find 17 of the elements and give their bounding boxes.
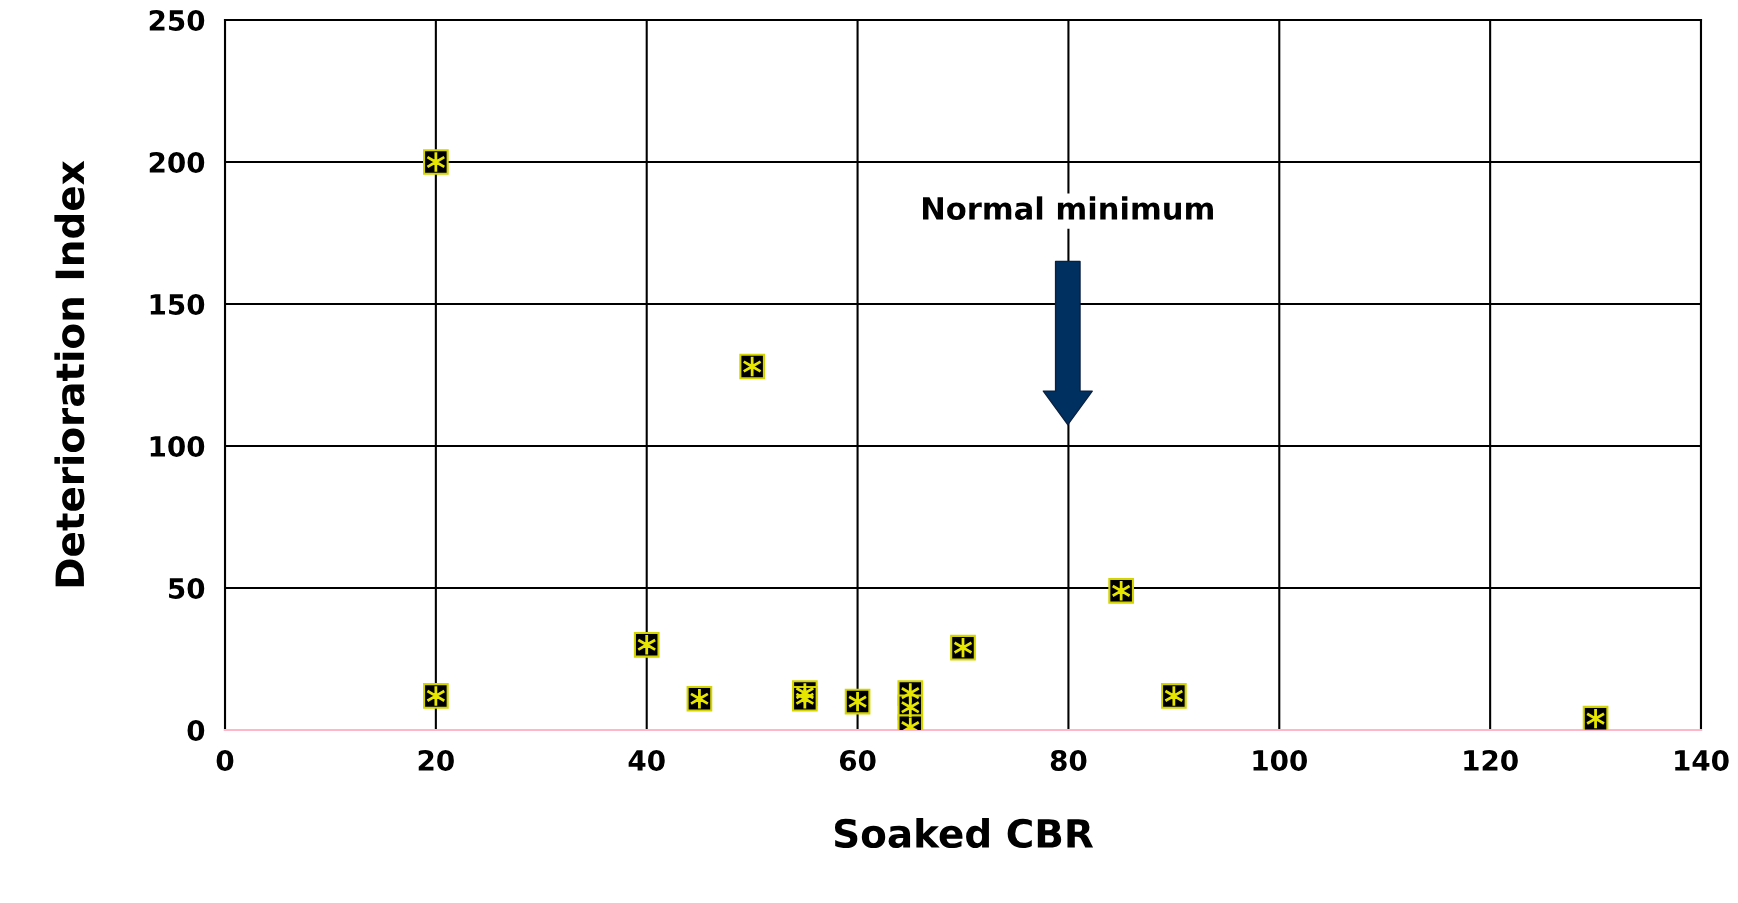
x-tick-label: 140 (1675, 749, 1729, 771)
x-tick-label: 20 (418, 749, 454, 771)
y-tick-label: 100 (150, 435, 205, 457)
y-tick-label: 250 (149, 9, 205, 31)
x-tick-label: 60 (839, 749, 876, 771)
x-tick-label: 40 (628, 749, 665, 771)
x-tick-label: 100 (1253, 749, 1307, 771)
x-axis-title: Soaked CBR (834, 817, 1094, 849)
y-axis-title: Deterioration Index (54, 160, 85, 587)
x-tick-label: 80 (1050, 749, 1087, 771)
x-tick-label: 120 (1464, 749, 1518, 771)
x-tick-label: 0 (216, 749, 234, 771)
y-tick-label: 200 (149, 151, 205, 173)
y-tick-label: 150 (150, 293, 205, 315)
y-tick-label: 0 (187, 719, 205, 741)
y-tick-label: 50 (169, 577, 205, 599)
annotation: Normal minimum (923, 196, 1213, 220)
